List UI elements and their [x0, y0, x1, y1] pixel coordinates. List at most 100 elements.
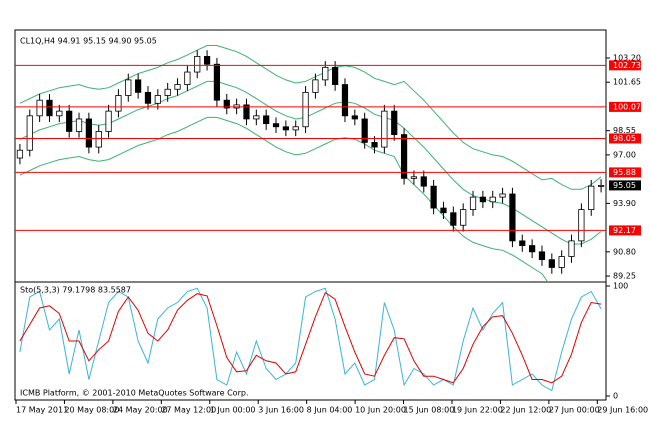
candle-body — [588, 185, 595, 211]
candle-body — [509, 193, 516, 242]
candle-body — [400, 134, 408, 179]
x-tick-label: 19 Jun 22:00 — [452, 406, 503, 415]
candle-body — [263, 115, 270, 125]
stochastic-line — [19, 287, 602, 392]
candle-body — [105, 110, 112, 132]
candle-body — [351, 115, 358, 120]
candle-body — [213, 63, 221, 101]
candle-body — [381, 110, 388, 148]
y-tick-label: 100 — [613, 282, 628, 291]
level-tag — [609, 225, 641, 236]
candle-body — [302, 91, 309, 128]
candle-body — [460, 209, 467, 226]
candle-body — [519, 240, 526, 246]
x-tick-label: 17 May 2011 — [16, 406, 68, 415]
plot-frame — [14, 29, 607, 401]
candle-body — [144, 91, 152, 104]
x-tick-label: 24 May 20:00 — [113, 406, 168, 415]
level-label: 95.88 — [613, 168, 636, 177]
level-tag — [609, 101, 641, 112]
y-tick-label: 101.65 — [613, 78, 641, 87]
x-tick-label: 1 Jun 00:00 — [210, 406, 256, 415]
candle-body — [203, 56, 211, 65]
level-label: 98.05 — [613, 134, 636, 143]
level-tag — [609, 60, 641, 71]
candle-body — [95, 131, 102, 148]
indicator-title: Sto(5,3,3) 79.1798 83.5587 — [20, 286, 131, 295]
candle-body — [568, 240, 575, 257]
candle-body — [135, 79, 142, 93]
y-tick-label: 90.80 — [613, 247, 636, 256]
level-label: 102.73 — [613, 61, 641, 70]
x-tick-label: 8 Jun 04:00 — [307, 406, 353, 415]
candle-body — [194, 56, 201, 73]
band-upper — [19, 45, 602, 190]
price-panel — [16, 45, 605, 282]
y-tick-label: 97.00 — [613, 150, 636, 159]
candle-body — [440, 207, 447, 214]
candle-body — [558, 256, 565, 268]
candle-body — [391, 110, 398, 135]
band-middle — [19, 80, 602, 245]
chart-title: CL1Q,H4 94.91 95.15 94.90 95.05 — [20, 37, 157, 46]
x-tick-label: 27 Jun 00:00 — [549, 406, 600, 415]
x-tick-label: 22 Jun 12:00 — [500, 406, 551, 415]
candle-body — [46, 99, 53, 117]
candle-body — [26, 115, 33, 151]
x-tick-label: 15 Jun 08:00 — [404, 406, 455, 415]
level-tag — [609, 133, 641, 144]
candle-body — [361, 118, 368, 143]
level-label: 92.17 — [613, 226, 636, 235]
axes: 89.25 90.80 93.90 97.00 98.55 101.65 103.20102… — [15, 53, 648, 415]
candle-body — [312, 79, 319, 93]
candle-body — [154, 95, 161, 104]
candle-body — [469, 196, 477, 211]
candle-body — [164, 88, 171, 96]
candle-body — [36, 99, 43, 117]
candle-body — [16, 149, 24, 159]
x-tick-label: 29 Jun 16:00 — [597, 406, 648, 415]
candle-body — [499, 193, 506, 198]
candle-body — [223, 99, 230, 109]
candle-body — [450, 212, 457, 226]
candle-body — [125, 79, 132, 96]
candle-body — [253, 115, 260, 120]
candle-body — [66, 110, 73, 132]
candle-body — [56, 110, 63, 117]
last-price-label: 95.05 — [613, 181, 636, 190]
y-tick-label: 89.25 — [613, 272, 636, 281]
candle-body — [597, 184, 605, 187]
candle-body — [174, 84, 181, 90]
candle-body — [272, 123, 280, 128]
y-tick-label: 103.20 — [613, 53, 641, 62]
y-tick-label: 93.90 — [613, 199, 636, 208]
candle-body — [115, 95, 122, 112]
candle-body — [184, 71, 191, 85]
candle-body — [322, 66, 329, 81]
candle-body — [292, 126, 299, 131]
y-tick-label: 98.55 — [613, 126, 636, 135]
candle-body — [548, 259, 555, 268]
last-price-tag — [609, 180, 641, 191]
candle-body — [430, 185, 437, 209]
candle-body — [341, 84, 349, 117]
level-tag — [609, 167, 641, 178]
band-lower — [19, 116, 549, 282]
candle-body — [529, 245, 536, 253]
candle-body — [243, 104, 250, 120]
level-label: 100.07 — [613, 102, 641, 111]
x-tick-label: 10 Jun 20:00 — [355, 406, 406, 415]
copyright: ICMB Platform, © 2001-2010 MetaQuotes So… — [20, 389, 249, 398]
x-tick-label: 20 May 08:00 — [64, 406, 119, 415]
x-tick-label: 3 Jun 16:00 — [258, 406, 304, 415]
stochastic-panel — [19, 287, 602, 392]
candle-body — [85, 118, 92, 148]
candle-body — [479, 196, 486, 203]
candle-body — [332, 66, 339, 85]
candle-body — [420, 176, 427, 187]
candle-body — [371, 141, 378, 148]
candle-body — [410, 176, 418, 179]
x-tick-label: 27 May 12:00 — [161, 406, 216, 415]
